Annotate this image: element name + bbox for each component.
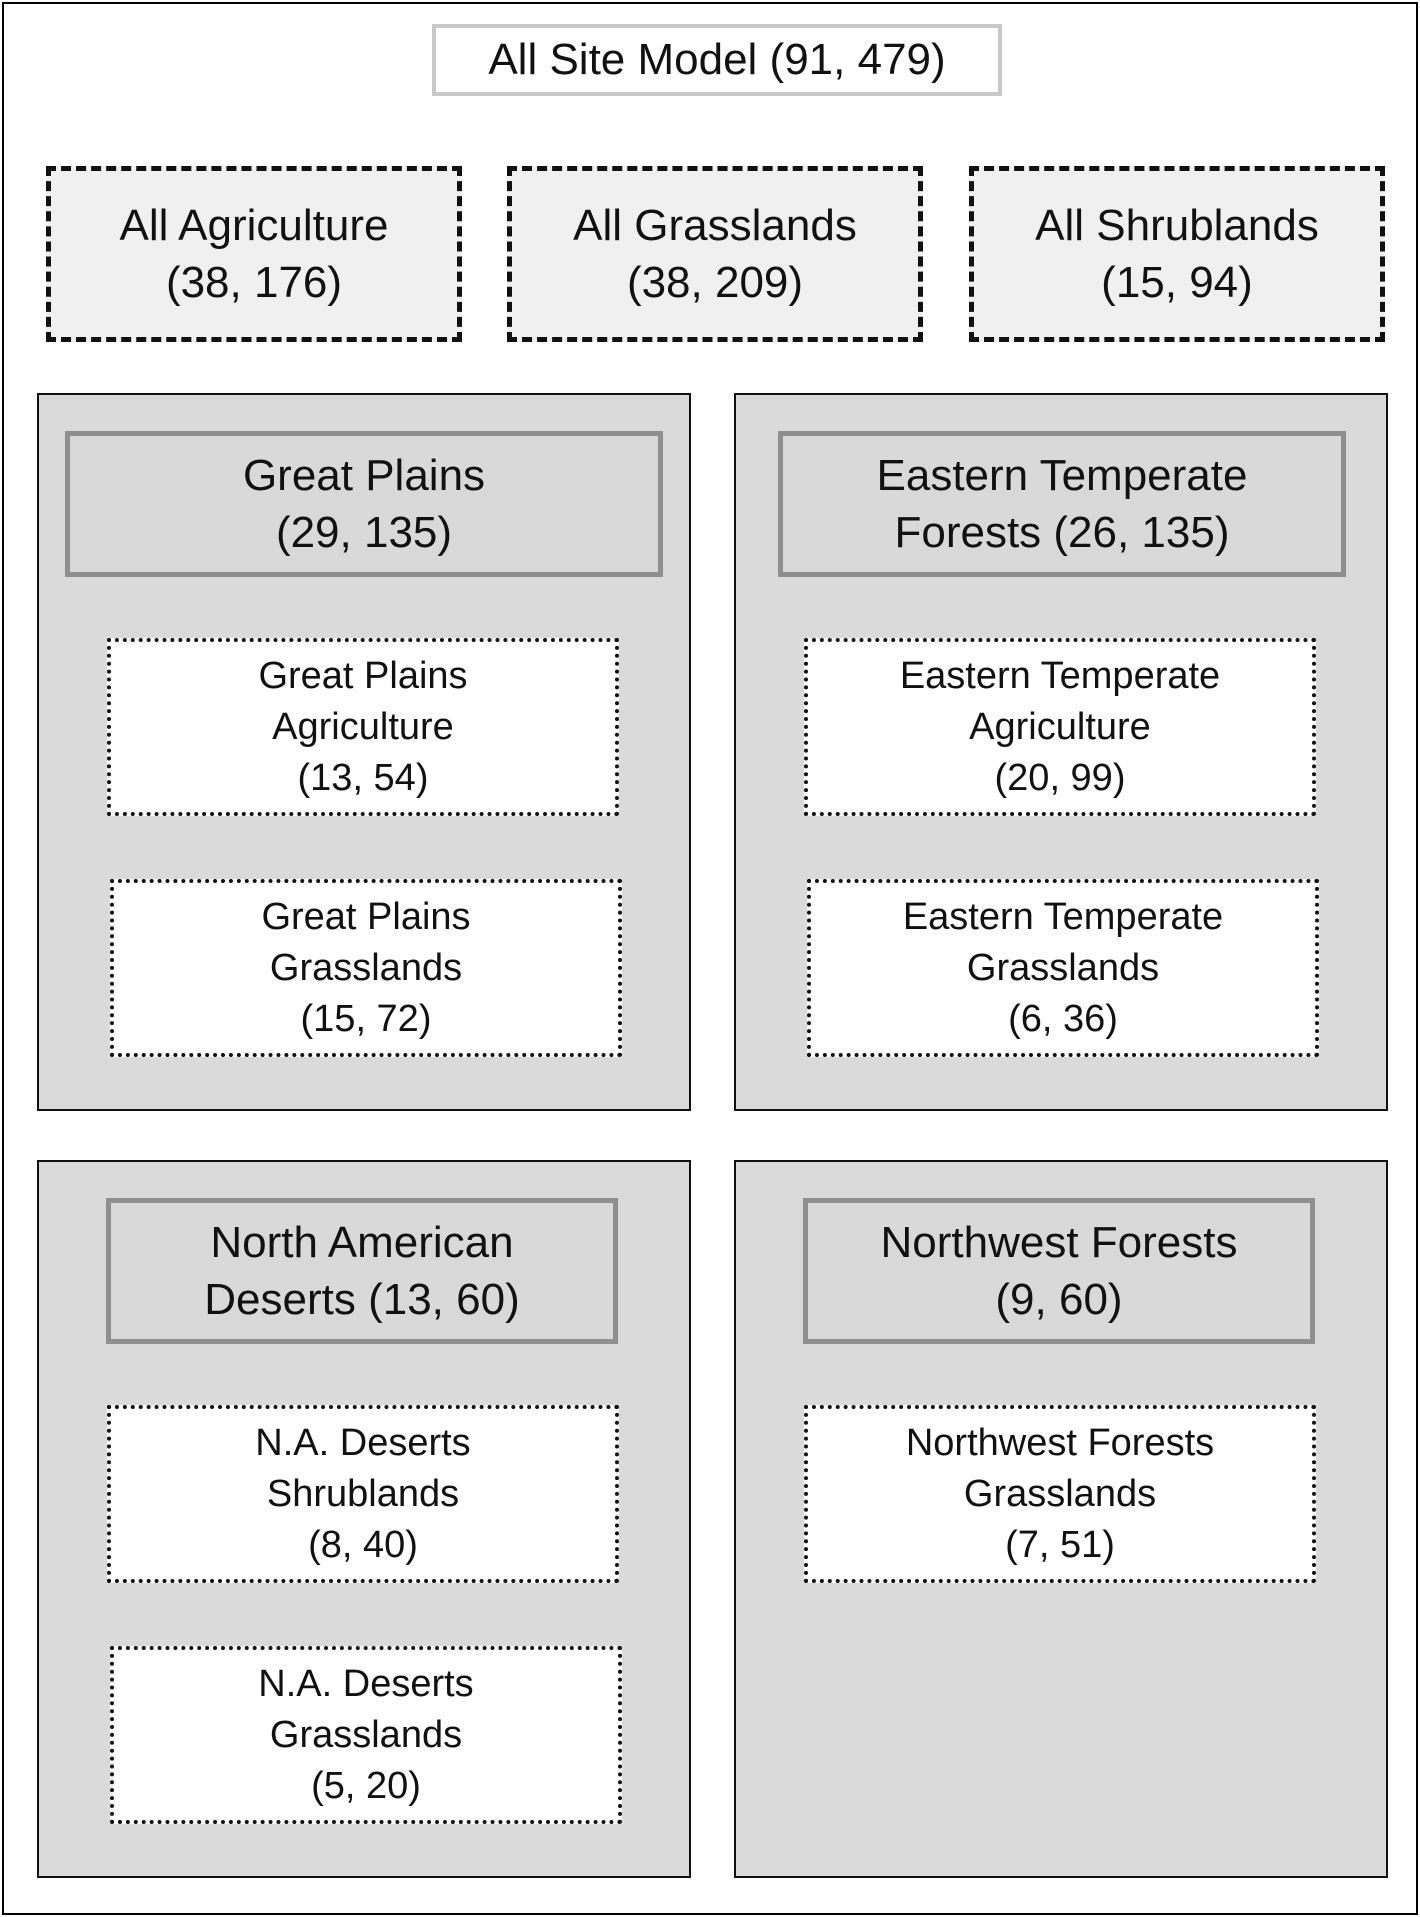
- subgroup-na-deserts-grasslands: N.A. Deserts Grasslands (5, 20): [110, 1646, 622, 1824]
- subgroup-label: N.A. Deserts Grasslands (5, 20): [258, 1662, 474, 1807]
- all-agriculture-box: All Agriculture (38, 176): [46, 166, 462, 342]
- subgroup-label: Eastern Temperate Grasslands (6, 36): [902, 895, 1224, 1040]
- region-panel-northwest-forests: Northwest Forests (9, 60) Northwest Fore…: [734, 1160, 1388, 1878]
- subgroup-eastern-temperate-grasslands: Eastern Temperate Grasslands (6, 36): [807, 879, 1319, 1057]
- subgroup-great-plains-grasslands: Great Plains Grasslands (15, 72): [110, 879, 622, 1057]
- all-site-model-box: All Site Model (91, 479): [432, 24, 1002, 96]
- region-label: Northwest Forests (9, 60): [880, 1218, 1238, 1324]
- subgroup-label: Eastern Temperate Agriculture (20, 99): [899, 654, 1221, 799]
- subgroup-great-plains-agriculture: Great Plains Agriculture (13, 54): [107, 638, 619, 816]
- all-shrublands-box: All Shrublands (15, 94): [969, 166, 1385, 342]
- subgroup-label: Northwest Forests Grasslands (7, 51): [905, 1421, 1215, 1566]
- region-panel-north-american-deserts: North American Deserts (13, 60) N.A. Des…: [37, 1160, 691, 1878]
- region-label: Great Plains (29, 135): [242, 451, 486, 557]
- all-shrublands-label: All Shrublands (15, 94): [1035, 201, 1319, 307]
- all-grasslands-box: All Grasslands (38, 209): [507, 166, 923, 342]
- region-label: Eastern Temperate Forests (26, 135): [876, 451, 1248, 557]
- region-header-eastern-temperate-forests: Eastern Temperate Forests (26, 135): [778, 431, 1346, 577]
- region-header-great-plains: Great Plains (29, 135): [65, 431, 663, 577]
- all-agriculture-label: All Agriculture (38, 176): [119, 201, 389, 307]
- subgroup-label: Great Plains Agriculture (13, 54): [258, 654, 468, 799]
- region-panel-eastern-temperate-forests: Eastern Temperate Forests (26, 135) East…: [734, 393, 1388, 1111]
- region-header-northwest-forests: Northwest Forests (9, 60): [803, 1198, 1315, 1344]
- subgroup-label: Great Plains Grasslands (15, 72): [261, 895, 471, 1040]
- subgroup-eastern-temperate-agriculture: Eastern Temperate Agriculture (20, 99): [804, 638, 1316, 816]
- region-header-north-american-deserts: North American Deserts (13, 60): [106, 1198, 618, 1344]
- region-label: North American Deserts (13, 60): [204, 1218, 520, 1324]
- subgroup-label: N.A. Deserts Shrublands (8, 40): [255, 1421, 471, 1566]
- subgroup-northwest-forests-grasslands: Northwest Forests Grasslands (7, 51): [804, 1405, 1316, 1583]
- all-grasslands-label: All Grasslands (38, 209): [573, 201, 857, 307]
- region-panel-great-plains: Great Plains (29, 135) Great Plains Agri…: [37, 393, 691, 1111]
- all-site-model-label: All Site Model (91, 479): [488, 35, 946, 84]
- subgroup-na-deserts-shrublands: N.A. Deserts Shrublands (8, 40): [107, 1405, 619, 1583]
